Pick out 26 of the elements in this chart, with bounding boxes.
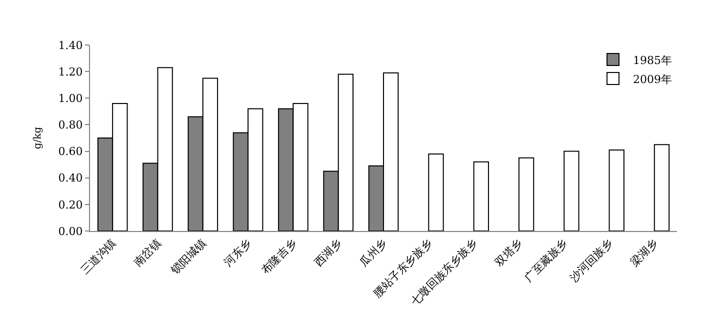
y-tick-label: 1.40 xyxy=(58,38,83,52)
x-tick-label: 南岔镇 xyxy=(131,236,164,270)
x-tick-label: 布隆吉乡 xyxy=(258,236,300,277)
y-tick-label: 1.00 xyxy=(58,92,83,105)
y-tick-label: 0.20 xyxy=(58,198,83,212)
x-tick-label: 梁湖乡 xyxy=(628,236,660,270)
bar xyxy=(564,150,580,231)
bar xyxy=(518,157,534,231)
x-tick-label: 西湖乡 xyxy=(312,236,344,270)
bar xyxy=(608,149,624,231)
bar xyxy=(428,153,444,231)
y-tick-label: 0.60 xyxy=(58,145,83,158)
y-tick-label: 0.80 xyxy=(58,118,83,132)
y-tick-label: 1.20 xyxy=(58,65,83,78)
x-tick-label: 河东乡 xyxy=(222,236,254,270)
x-tick-label: 瓜州乡 xyxy=(356,236,390,270)
bar xyxy=(473,161,489,231)
legend-label: 2009年 xyxy=(633,72,672,86)
x-tick-label: 三道沟镇 xyxy=(78,236,119,277)
y-tick-label: 0.40 xyxy=(58,172,83,185)
legend-label: 1985年 xyxy=(633,54,672,67)
x-tick-label: 锁阳城镇 xyxy=(168,236,209,278)
y-tick-label: 0.00 xyxy=(58,224,83,238)
y-axis-title: g/kg xyxy=(32,126,44,150)
bar xyxy=(654,144,670,231)
x-tick-label: 双塔乡 xyxy=(492,236,525,270)
